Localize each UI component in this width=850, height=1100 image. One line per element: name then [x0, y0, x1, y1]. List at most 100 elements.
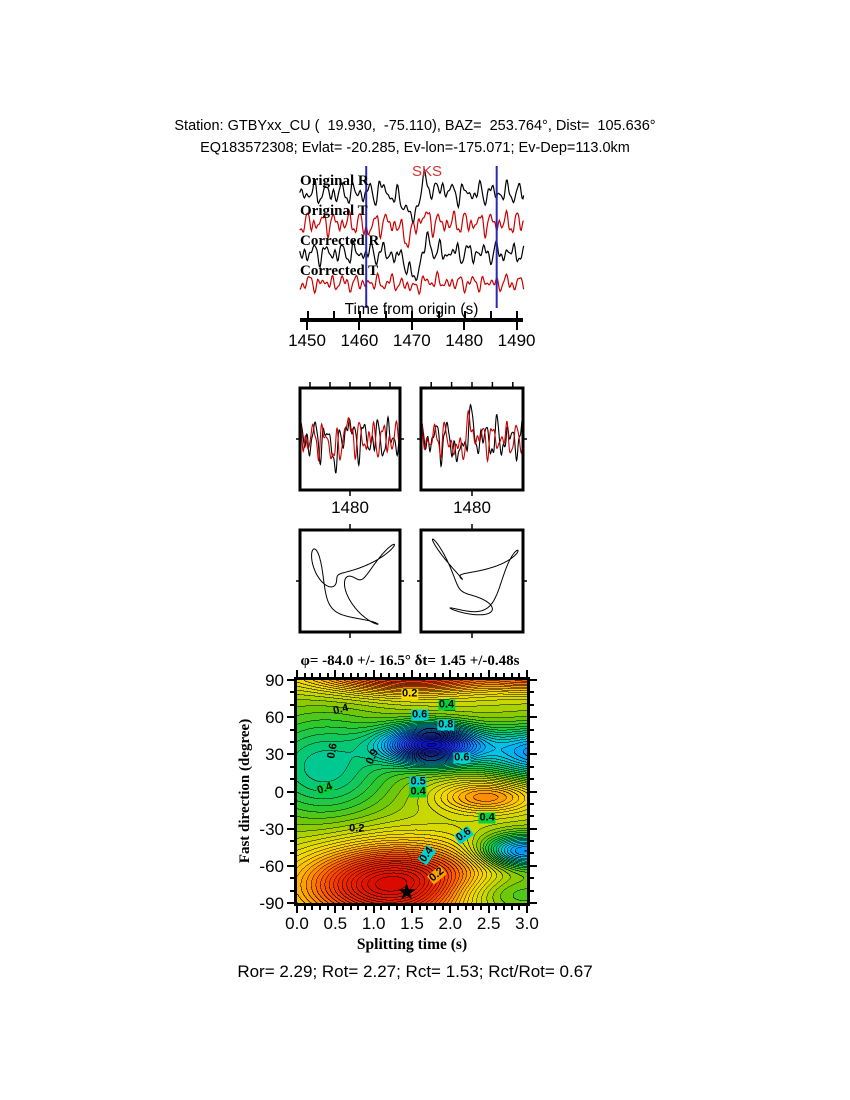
contour-value-label: 0.4 [409, 785, 427, 797]
contour-value-label: 0.4 [478, 811, 496, 824]
contour-ytick [530, 864, 537, 867]
contour-xtick [503, 906, 505, 910]
time-axis-title: Time from origin (s) [344, 301, 479, 318]
contour-xtick [495, 673, 498, 677]
contour-xtick [418, 906, 421, 910]
contour-ytick [287, 679, 294, 681]
contour-xtick [449, 670, 452, 677]
contour-xtick [357, 906, 360, 910]
contour-ytick-label: 60 [265, 708, 284, 728]
contour-xtick [418, 673, 421, 677]
contour-xtick [342, 673, 344, 677]
event-header-line2: EQ183572308; Evlat= -20.285, Ev-lon=-175… [200, 140, 630, 156]
contour-ytick [530, 802, 534, 805]
contour-xtick-label: 3.0 [515, 914, 539, 933]
trace-original-t [299, 208, 525, 249]
panel1-xlabel: 1480 [331, 498, 369, 517]
trace-label-original-t: Original T [300, 203, 368, 219]
contour-xtick [449, 906, 452, 913]
contour-value-label: 0.4 [437, 698, 456, 711]
contour-ytick [290, 728, 294, 731]
contour-xtick [426, 906, 429, 910]
contour-ytick-label: -60 [259, 856, 284, 876]
trace-label-corrected-t: Corrected T [300, 263, 379, 279]
time-axis-tick-label: 1490 [497, 331, 536, 350]
contour-ytick [290, 778, 294, 781]
contour-ytick [290, 852, 294, 855]
contour-xtick [319, 906, 321, 910]
contour-xtick [526, 906, 528, 913]
contour-ytick [530, 852, 534, 855]
contour-xtick [395, 906, 398, 910]
contour-xtick [372, 670, 375, 677]
contour-xtick [411, 670, 413, 677]
contour-xtick [296, 670, 298, 677]
contour-xtick [495, 906, 498, 910]
contour-value-label: 0.8 [437, 718, 455, 731]
contour-ytick [290, 703, 294, 706]
contour-ytick [530, 740, 534, 743]
time-axis-minor-tick [516, 311, 519, 318]
contour-xtick [365, 673, 367, 677]
contour-xtick-label: 0.5 [323, 914, 348, 933]
contour-ytick-label: -30 [259, 819, 284, 839]
compare-trace [301, 416, 399, 462]
contour-xtick [426, 673, 429, 677]
contour-ytick [287, 902, 294, 904]
time-axis-minor-tick [463, 311, 466, 318]
contour-xtick [441, 906, 444, 910]
contour-xtick-label: 2.5 [476, 914, 501, 933]
contour-xtick-label: 1.0 [361, 914, 386, 933]
contour-ytick [530, 778, 534, 781]
contour-xtick [403, 673, 406, 677]
contour-xtick [372, 906, 375, 913]
trace-corrected-r [299, 230, 525, 282]
contour-xtick [380, 906, 383, 910]
time-axis-major-tick [410, 322, 413, 330]
contour-xtick [480, 673, 482, 677]
time-axis-major-tick [463, 322, 466, 330]
contour-ytick [287, 753, 294, 756]
compare-trace [422, 409, 522, 463]
contour-value-label: 0.5 [409, 775, 427, 788]
contour-xtick [388, 673, 390, 677]
contour-ytick [530, 902, 537, 904]
contour-xtick [311, 906, 314, 910]
contour-ytick [287, 864, 294, 867]
contour-value-label: 0.6 [453, 751, 471, 764]
contour-ytick [530, 691, 534, 694]
contour-xtick [342, 906, 344, 910]
result-caption: Ror= 2.29; Rot= 2.27; Rct= 1.53; Rct/Rot… [237, 962, 593, 981]
contour-value-label: 0.2 [401, 687, 419, 700]
contour-ytick [530, 679, 537, 681]
sks-phase-label: SKS [412, 163, 443, 180]
time-axis-minor-tick [385, 311, 388, 318]
time-axis-minor-tick [358, 311, 361, 318]
time-axis-tick-label: 1460 [340, 331, 379, 350]
contour-ytick [530, 840, 534, 843]
time-axis-minor-tick [306, 311, 309, 318]
contour-xtick [434, 906, 436, 910]
particle-panel-box [419, 528, 525, 634]
time-axis-minor-tick [411, 311, 414, 318]
contour-xtick [434, 673, 436, 677]
contour-xtick [365, 906, 367, 910]
contour-xtick [503, 673, 505, 677]
time-axis-major-tick [358, 322, 361, 330]
time-axis-major-tick [515, 322, 518, 330]
contour-xtick [487, 670, 490, 677]
contour-xtick [311, 673, 314, 677]
contour-ytick [287, 716, 294, 719]
contour-ytick [530, 716, 537, 719]
contour-xtick [334, 906, 337, 913]
waveform-plot [299, 166, 525, 308]
contour-ytick [290, 889, 294, 892]
time-axis-tick-label: 1470 [392, 331, 431, 350]
time-axis-minor-tick [489, 311, 492, 318]
time-axis-minor-tick [332, 311, 335, 318]
contour-xtick [349, 673, 352, 677]
contour-ytick [287, 790, 294, 793]
contour-xtick [403, 906, 406, 910]
trace-corrected-t [299, 269, 525, 296]
